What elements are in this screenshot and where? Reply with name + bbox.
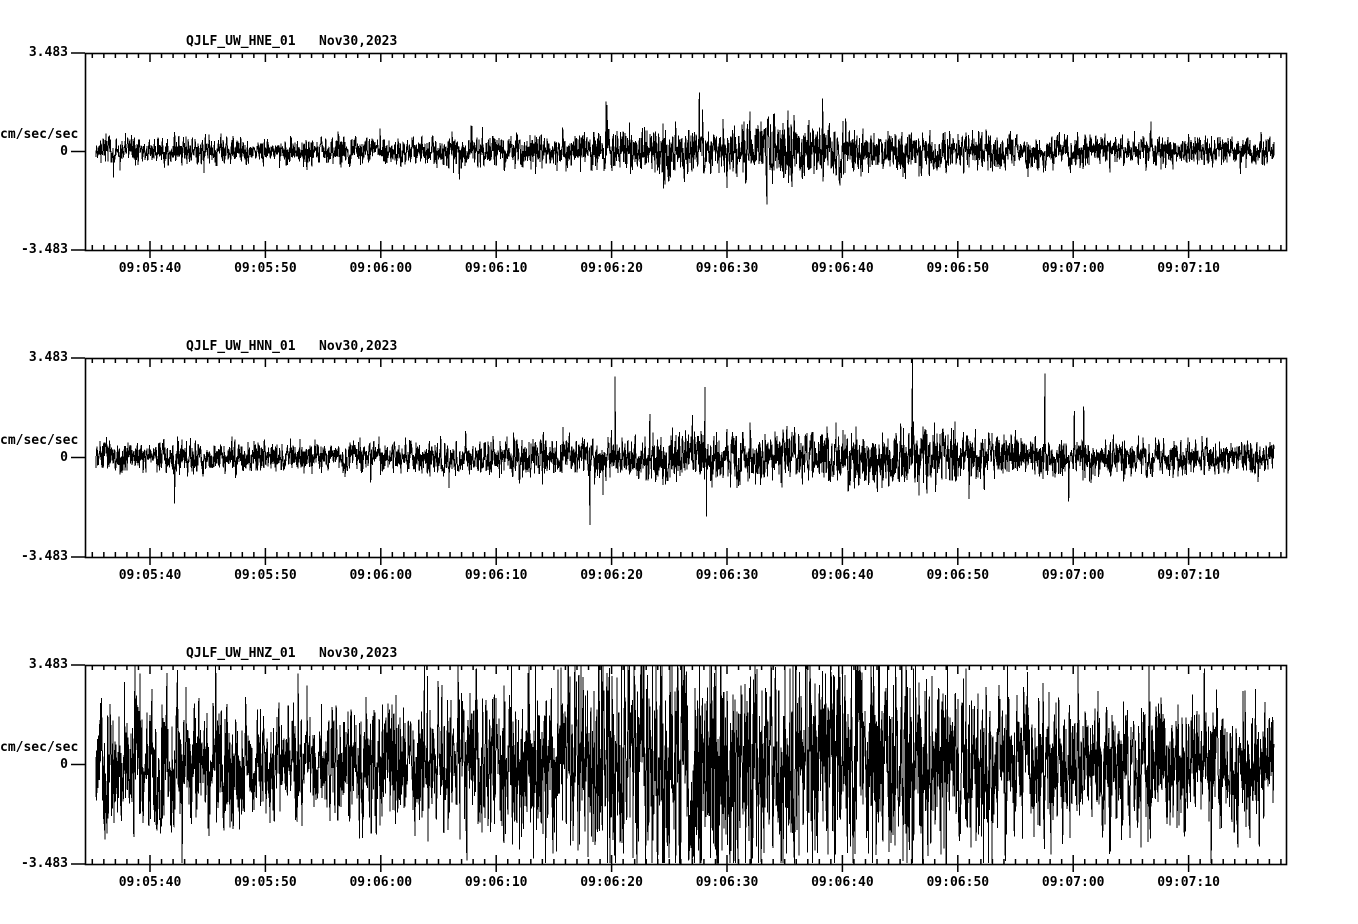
x-tick-label: 09:06:40 bbox=[811, 568, 874, 583]
x-tick-label: 09:06:40 bbox=[811, 261, 874, 276]
y-tick-label-min: -3.483 bbox=[21, 856, 68, 871]
x-tick-label: 09:05:40 bbox=[118, 568, 182, 583]
y-tick-label-min: -3.483 bbox=[21, 242, 68, 257]
waveform-trace bbox=[95, 665, 1275, 864]
x-tick-label: 09:05:50 bbox=[234, 568, 297, 583]
y-axis-units-label: cm/sec/sec bbox=[0, 126, 79, 142]
panel-title: QJLF_UW_HNE_01 Nov30,2023 bbox=[186, 34, 398, 49]
x-tick-label: 09:06:50 bbox=[926, 568, 990, 583]
x-tick-label: 09:06:40 bbox=[811, 875, 874, 890]
y-tick-label-max: 3.483 bbox=[28, 657, 68, 672]
x-tick-label: 09:07:10 bbox=[1157, 568, 1220, 583]
x-tick-label: 09:06:00 bbox=[349, 568, 413, 583]
y-tick-label-min: -3.483 bbox=[21, 549, 68, 564]
x-tick-label: 09:06:10 bbox=[464, 261, 528, 276]
x-tick-label: 09:07:10 bbox=[1157, 875, 1220, 890]
x-tick-label: 09:06:30 bbox=[695, 568, 759, 583]
plot-frame bbox=[84, 664, 1288, 866]
waveform-trace bbox=[95, 358, 1275, 525]
x-tick-label: 09:06:20 bbox=[580, 261, 643, 276]
plot-frame bbox=[84, 357, 1288, 559]
y-tick-label-zero: 0 bbox=[60, 756, 68, 772]
x-tick-label: 09:07:00 bbox=[1041, 875, 1105, 890]
axis-ticks bbox=[71, 52, 1282, 258]
y-axis-units-label: cm/sec/sec bbox=[0, 432, 79, 448]
x-tick-label: 09:06:50 bbox=[926, 875, 990, 890]
x-tick-label: 09:07:10 bbox=[1157, 261, 1220, 276]
x-tick-label: 09:05:40 bbox=[118, 261, 182, 276]
axis-ticks bbox=[71, 357, 1282, 565]
y-tick-label-max: 3.483 bbox=[28, 45, 68, 60]
x-tick-label: 09:06:30 bbox=[695, 261, 759, 276]
x-tick-label: 09:06:10 bbox=[464, 875, 528, 890]
x-tick-label: 09:06:50 bbox=[926, 261, 990, 276]
x-tick-label: 09:06:20 bbox=[580, 875, 643, 890]
y-axis-units-label: cm/sec/sec bbox=[0, 739, 79, 755]
x-tick-label: 09:07:00 bbox=[1041, 568, 1105, 583]
x-tick-label: 09:05:40 bbox=[118, 875, 182, 890]
x-tick-label: 09:06:00 bbox=[349, 261, 413, 276]
x-tick-label: 09:06:10 bbox=[464, 568, 528, 583]
y-tick-label-max: 3.483 bbox=[28, 350, 68, 365]
panel-title: QJLF_UW_HNZ_01 Nov30,2023 bbox=[186, 646, 398, 661]
waveform-trace bbox=[95, 92, 1275, 205]
x-tick-label: 09:07:00 bbox=[1041, 261, 1105, 276]
y-tick-label-zero: 0 bbox=[60, 143, 68, 159]
x-tick-label: 09:05:50 bbox=[234, 875, 297, 890]
axis-ticks bbox=[71, 664, 1282, 872]
x-tick-label: 09:06:30 bbox=[695, 875, 759, 890]
x-tick-label: 09:06:20 bbox=[580, 568, 643, 583]
y-tick-label-zero: 0 bbox=[60, 449, 68, 465]
plot-frame bbox=[84, 52, 1288, 252]
x-tick-label: 09:05:50 bbox=[234, 261, 297, 276]
x-tick-label: 09:06:00 bbox=[349, 875, 413, 890]
panel-title: QJLF_UW_HNN_01 Nov30,2023 bbox=[186, 339, 398, 354]
